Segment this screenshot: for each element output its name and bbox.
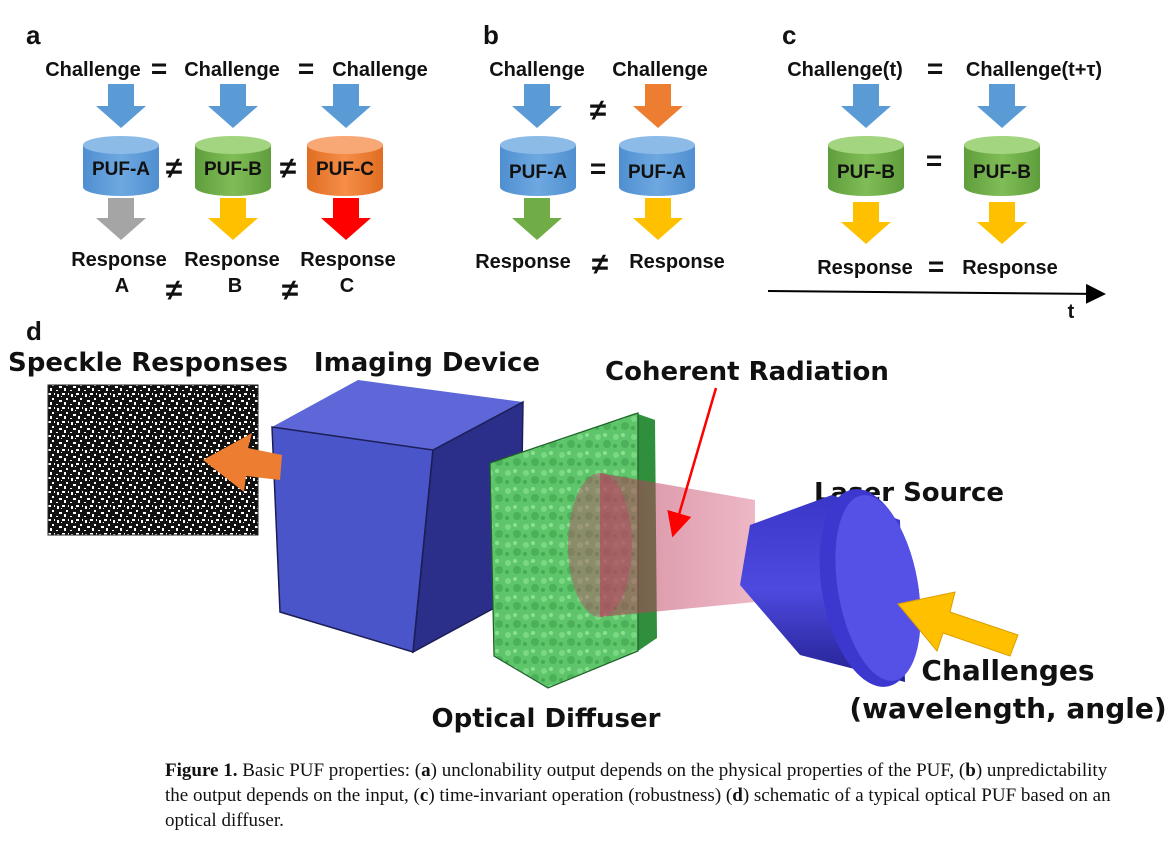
panel-a-response-id-c: C: [340, 275, 354, 297]
panel-a-response-3: Response: [300, 249, 396, 271]
optical-diffuser-label: Optical Diffuser: [432, 704, 661, 734]
panel-b-puf-2-cylinder: PUF-A: [619, 136, 695, 196]
panel-c-output-arrow-1: [841, 202, 891, 244]
panel-a-response-neq-1: ≠: [166, 274, 183, 307]
panel-b-response-2: Response: [629, 251, 725, 273]
panel-c-response-2: Response: [962, 257, 1058, 279]
panel-c-puf-1-label: PUF-B: [837, 162, 895, 183]
caption-text-2: ) unclonability output depends on the ph…: [430, 760, 966, 781]
panel-a-neq-2: ≠: [280, 152, 297, 185]
puf-a-label: PUF-A: [92, 159, 150, 180]
output-arrow-orange: [203, 433, 282, 492]
panel-a-letter: a: [26, 20, 41, 50]
panel-c: c Challenge(t) = Challenge(t+τ) PUF-B = …: [767, 20, 1106, 323]
panel-a-response-id-b: B: [228, 275, 242, 297]
puf-c-label: PUF-C: [316, 159, 374, 180]
panel-a-response-1: Response: [71, 249, 167, 271]
panel-a-input-arrow-1: [96, 84, 146, 128]
time-axis: [767, 283, 1106, 304]
panel-a-challenge-3: Challenge: [332, 59, 428, 81]
coherent-radiation-label: Coherent Radiation: [605, 357, 889, 387]
laser-source: [740, 489, 921, 687]
panel-a-output-arrow-2: [208, 198, 258, 240]
panel-a-output-arrow-3: [321, 198, 371, 240]
panel-c-puf-1-cylinder: PUF-B: [828, 136, 904, 196]
panel-b-puf-eq: =: [590, 153, 606, 184]
panel-a-eq-2: =: [298, 53, 314, 84]
panel-a-output-arrow-1: [96, 198, 146, 240]
panel-c-eq-challenge: =: [927, 53, 943, 84]
speckle-responses-label: Speckle Responses: [8, 348, 288, 378]
caption-text-1: Basic PUF properties: (: [237, 760, 422, 781]
challenge-input-arrow: [897, 591, 1019, 657]
panel-b-puf-1-cylinder: PUF-A: [500, 136, 576, 196]
challenges-label-line1: Challenges: [921, 654, 1094, 687]
puf-a-cylinder: PUF-A: [83, 136, 159, 196]
panel-b-challenge-neq: ≠: [590, 94, 607, 127]
caption-text-4: ) time-invariant operation (robustness) …: [428, 785, 733, 806]
caption-figure-label: Figure 1.: [165, 760, 238, 781]
beam-cone-front: [600, 473, 755, 617]
panel-c-output-arrow-2: [977, 202, 1027, 244]
panel-b-puf-2-label: PUF-A: [628, 162, 686, 183]
caption-text-5: ) schematic of a typical optical PUF bas…: [165, 785, 1111, 831]
panel-a-challenge-1: Challenge: [45, 59, 141, 81]
figure-caption: Figure 1. Basic PUF properties: (a) uncl…: [165, 758, 1125, 833]
panel-a-response-id-a: A: [115, 275, 129, 297]
panel-c-response-eq: =: [928, 251, 944, 282]
panel-b-response-1: Response: [475, 251, 571, 273]
panel-a-input-arrow-2: [208, 84, 258, 128]
imaging-device-label: Imaging Device: [314, 348, 540, 378]
panel-b-letter: b: [483, 20, 499, 50]
panel-a-eq-1: =: [151, 53, 167, 84]
panel-b: b Challenge Challenge ≠ PUF-A = PUF-A Re…: [475, 20, 725, 281]
panel-c-letter: c: [782, 20, 796, 50]
caption-ref-d: d: [732, 785, 743, 806]
panel-c-input-arrow-2: [977, 84, 1027, 128]
panel-a-neq-1: ≠: [166, 152, 183, 185]
puf-c-cylinder: PUF-C: [307, 136, 383, 196]
panel-c-puf-eq: =: [926, 145, 942, 176]
panel-a-challenge-2: Challenge: [184, 59, 280, 81]
panel-b-output-arrow-1: [512, 198, 562, 240]
panel-c-puf-2-cylinder: PUF-B: [964, 136, 1040, 196]
panel-c-challenge-2: Challenge(t+τ): [966, 59, 1102, 81]
panel-c-puf-2-label: PUF-B: [973, 162, 1031, 183]
panel-c-response-1: Response: [817, 257, 913, 279]
panel-b-challenge-1: Challenge: [489, 59, 585, 81]
panel-b-puf-1-label: PUF-A: [509, 162, 567, 183]
caption-ref-c: c: [419, 785, 429, 806]
panel-c-input-arrow-1: [841, 84, 891, 128]
puf-b-label: PUF-B: [204, 159, 262, 180]
challenges-label-line2: (wavelength, angle): [849, 692, 1166, 725]
caption-ref-a: a: [421, 760, 431, 781]
time-axis-label: t: [1068, 301, 1075, 323]
panel-b-challenge-2: Challenge: [612, 59, 708, 81]
panel-b-input-arrow-1: [512, 84, 562, 128]
panel-a: a Challenge = Challenge = Challenge PUF-…: [26, 20, 428, 307]
imaging-device: [271, 380, 524, 654]
puf-b-cylinder: PUF-B: [195, 136, 271, 196]
panel-b-input-arrow-2: [633, 84, 683, 128]
panel-d-graphics: [47, 380, 1019, 689]
panel-b-output-arrow-2: [633, 198, 683, 240]
panel-a-response-neq-2: ≠: [282, 274, 299, 307]
panel-a-input-arrow-3: [321, 84, 371, 128]
caption-text-3: ) unpredictability the output depends on…: [165, 760, 1108, 806]
caption-ref-b: b: [965, 760, 976, 781]
panel-a-response-2: Response: [184, 249, 280, 271]
panel-d-letter: d: [26, 316, 42, 346]
panel-b-response-neq: ≠: [592, 248, 609, 281]
coherent-radiation-pointer: [667, 387, 718, 538]
panel-c-challenge-1: Challenge(t): [787, 59, 903, 81]
